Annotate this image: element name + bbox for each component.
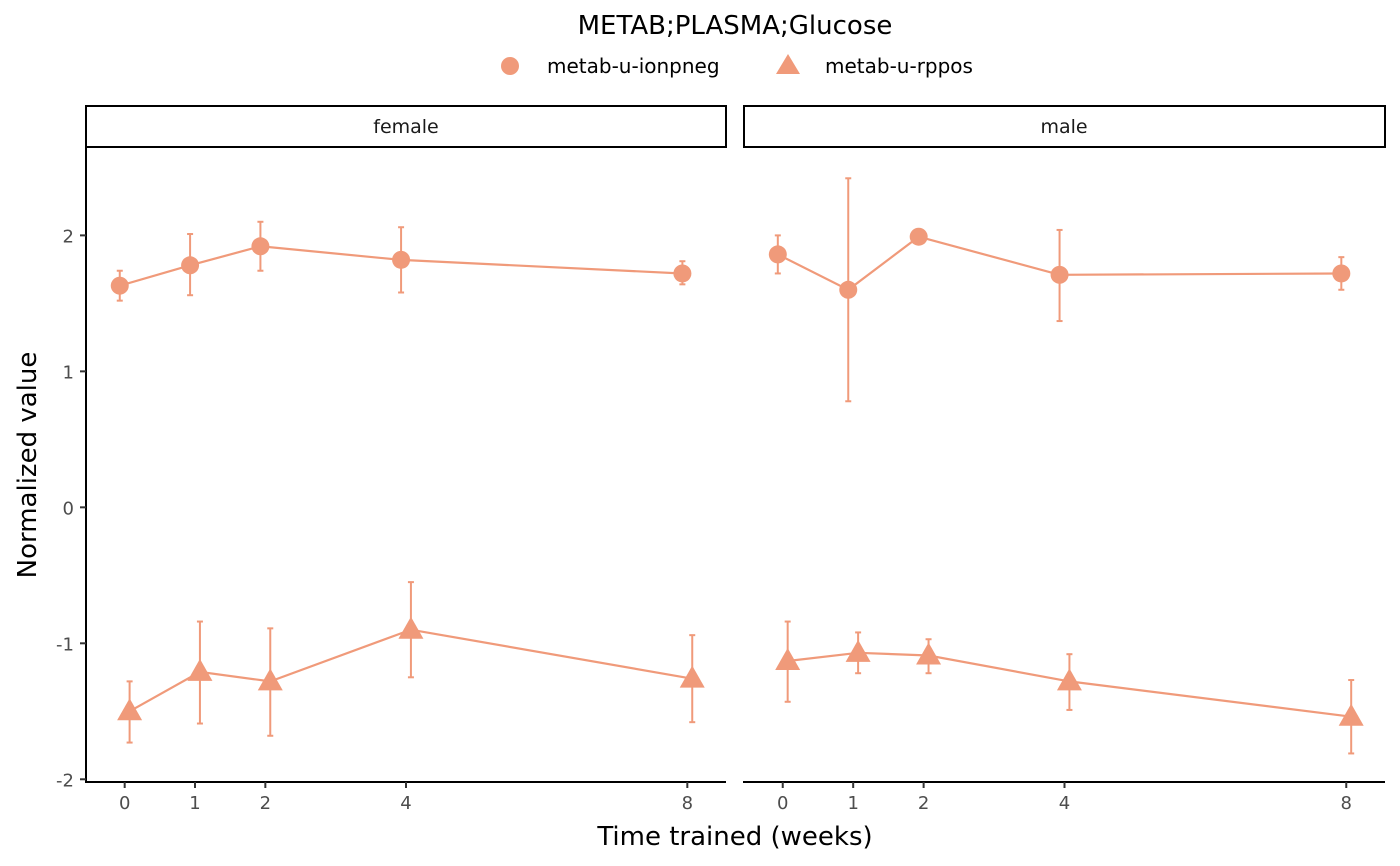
data-point-circle — [1050, 265, 1069, 284]
data-point-triangle — [916, 642, 942, 665]
data-point-triangle — [117, 698, 143, 721]
data-point-triangle — [187, 658, 213, 681]
data-point-circle — [768, 245, 787, 264]
x-tick-label: 0 — [777, 793, 788, 814]
y-tick-label: -2 — [56, 770, 74, 791]
data-point-triangle — [1056, 668, 1082, 691]
data-point-circle — [673, 264, 692, 283]
x-axis-title: Time trained (weeks) — [596, 822, 872, 852]
data-point-circle — [909, 227, 928, 246]
plot-marks — [110, 177, 1364, 755]
strip-label-female: female — [373, 116, 439, 138]
x-tick-label: 8 — [682, 793, 693, 814]
strip-male: male — [743, 105, 1386, 148]
data-point-triangle — [257, 668, 283, 691]
strip-female: female — [85, 105, 727, 148]
x-tick-label: 1 — [847, 793, 858, 814]
data-point-triangle — [1338, 703, 1364, 726]
x-tick-label: 4 — [400, 793, 411, 814]
data-point-triangle — [845, 639, 871, 662]
strip-box-male — [743, 105, 1386, 148]
data-point-circle — [1332, 264, 1351, 283]
x-tick-label: 2 — [260, 793, 271, 814]
legend-label-ionpneg: metab-u-ionpneg — [547, 54, 720, 78]
y-tick-label: 0 — [63, 498, 74, 519]
y-tick-label: 2 — [63, 226, 74, 247]
x-tick-label: 2 — [918, 793, 929, 814]
data-point-circle — [251, 237, 270, 256]
data-point-circle — [110, 276, 129, 295]
axes: -2 -1 0 1 2 0 1 2 4 8 0 1 2 4 8 — [56, 147, 1385, 814]
data-point-circle — [839, 280, 858, 299]
data-point-triangle — [398, 616, 424, 639]
strip-box-female — [85, 105, 727, 148]
legend: metab-u-ionpneg metab-u-rppos — [501, 54, 973, 78]
x-tick-label: 0 — [119, 793, 130, 814]
data-point-circle — [181, 256, 200, 275]
x-tick-label: 4 — [1059, 793, 1070, 814]
legend-circle-icon — [501, 57, 519, 75]
legend-triangle-icon — [776, 54, 800, 74]
x-tick-label: 1 — [189, 793, 200, 814]
y-axis-title: Normalized value — [13, 352, 43, 579]
chart-title: METAB;PLASMA;Glucose — [578, 11, 893, 41]
x-tick-label: 8 — [1341, 793, 1352, 814]
data-point-triangle — [775, 647, 801, 670]
strip-label-male: male — [1040, 116, 1087, 138]
data-point-triangle — [679, 665, 705, 688]
y-tick-label: -1 — [56, 634, 74, 655]
legend-label-rppos: metab-u-rppos — [825, 54, 973, 78]
y-tick-label: 1 — [63, 362, 74, 383]
data-point-circle — [392, 250, 411, 269]
